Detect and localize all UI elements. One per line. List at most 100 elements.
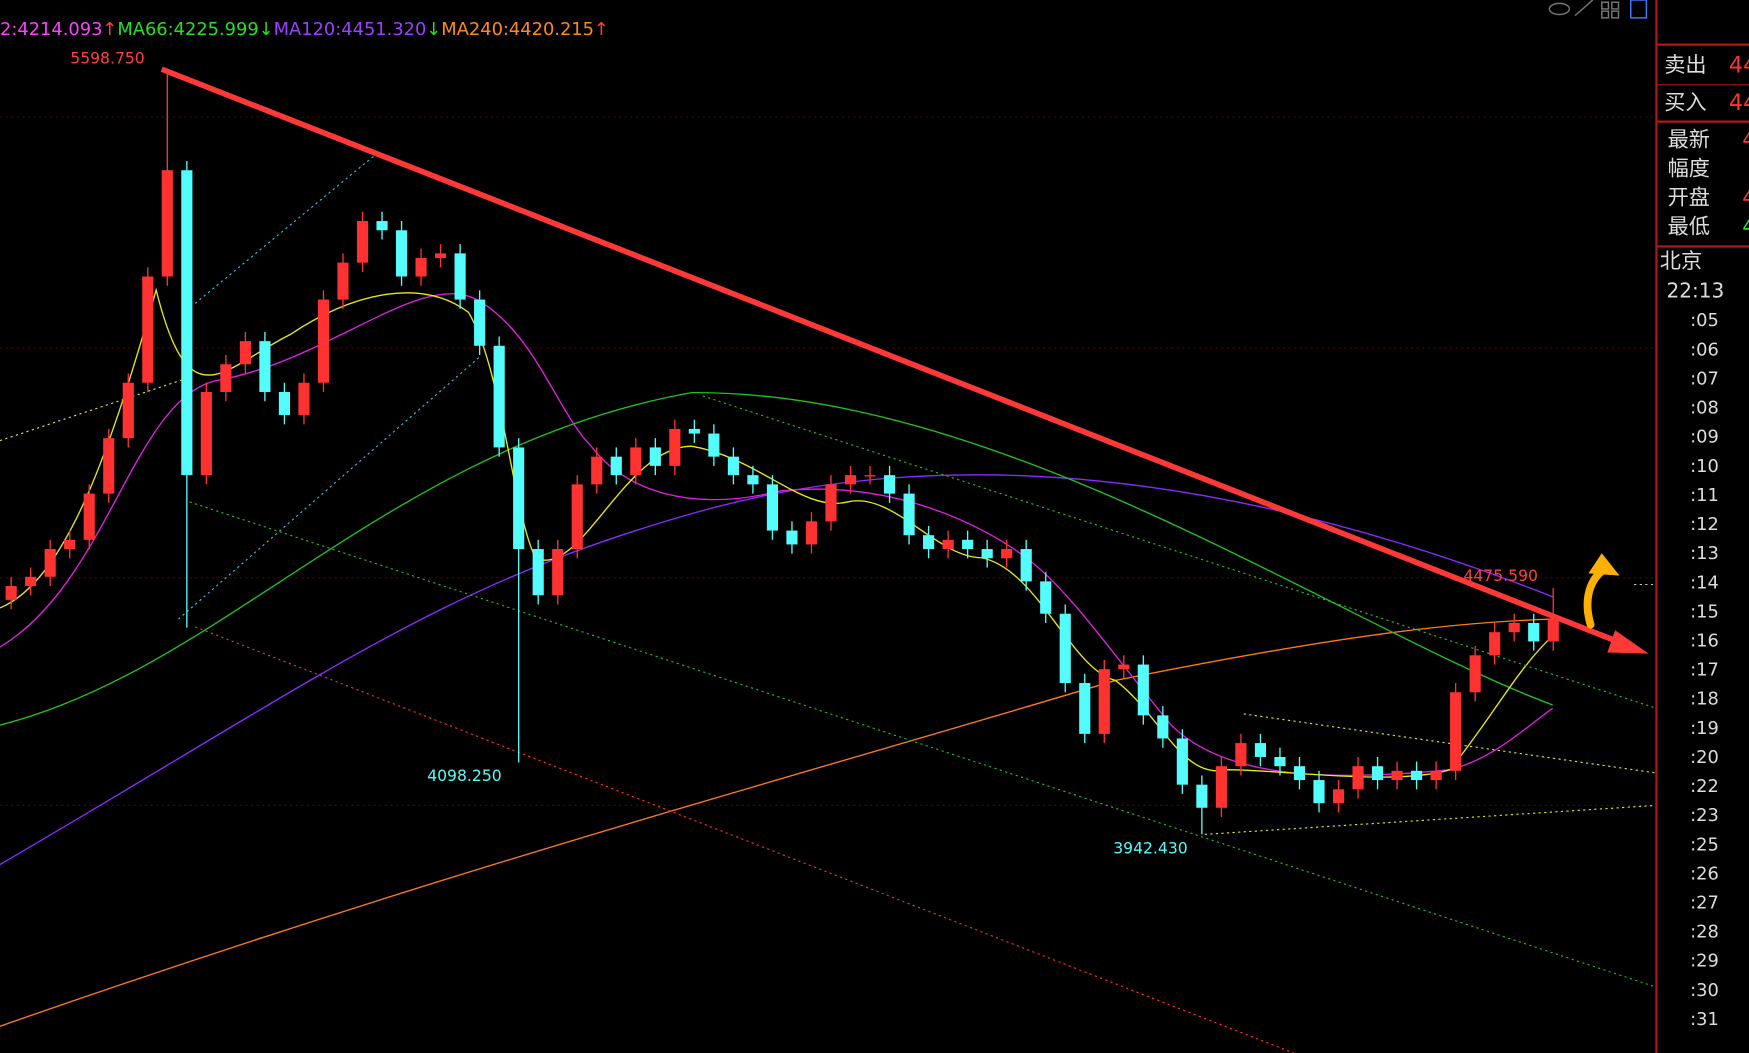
candle-body [1098, 669, 1110, 734]
grid-icon [1611, 1, 1620, 10]
time-tick: :11 [1690, 485, 1719, 506]
downtrend-arrow [160, 66, 1649, 654]
candle-body [1450, 692, 1462, 771]
ma-legend-value: 2:4214.093 [0, 19, 102, 40]
arrow-head [1588, 553, 1620, 576]
candle-body [630, 447, 642, 476]
candle-body [825, 484, 837, 522]
candle-body [766, 484, 779, 531]
candle-body [239, 341, 251, 365]
stat-value: 4 [1742, 214, 1749, 239]
panel-icon[interactable] [1630, 0, 1648, 19]
time-tick: :07 [1690, 368, 1719, 389]
candle-body [727, 456, 739, 476]
time-tick: :27 [1690, 893, 1719, 914]
eye-icon [1548, 2, 1571, 16]
candle-body [513, 447, 525, 550]
candle-body [356, 221, 369, 263]
candle-body [395, 230, 408, 277]
time-tick: :12 [1690, 514, 1719, 535]
candle-body [571, 484, 583, 550]
candle-body [298, 382, 310, 416]
candle-body [376, 221, 388, 231]
candle-body [669, 428, 681, 466]
timezone: 北京 [1660, 248, 1702, 273]
candle-body [25, 576, 37, 587]
candle-body [942, 539, 954, 550]
ma-legend-arrow: ↑ [594, 19, 609, 40]
candle-body [1001, 549, 1013, 559]
time-tick: :05 [1690, 310, 1719, 331]
arrow-shaft [1583, 567, 1606, 629]
candle-body [1528, 622, 1540, 642]
ma-legend-arrow: ↓ [259, 19, 274, 40]
candle-body [747, 475, 759, 485]
candle-body [278, 391, 291, 416]
candle-body [1332, 789, 1345, 804]
candle-body [1157, 715, 1169, 739]
candle-body [1508, 622, 1520, 633]
ma-legend-value: MA66:4225.999 [117, 19, 258, 40]
grid-icon [1601, 1, 1610, 10]
channel-line [194, 626, 1295, 1053]
ma-legend-arrow: ↓ [426, 19, 441, 40]
candle-body [805, 521, 818, 545]
time-tick: :28 [1690, 922, 1719, 943]
time-tick: :25 [1690, 834, 1719, 855]
candle-body [1489, 632, 1501, 656]
quote-label: 买入 [1664, 90, 1706, 115]
stat-label: 最新 [1668, 127, 1710, 152]
candle-body [1176, 738, 1188, 785]
candle-body [1215, 766, 1227, 808]
ma-legend-arrow: ↑ [102, 19, 117, 40]
candle-body [317, 299, 330, 383]
candle-body [415, 257, 427, 277]
candle-body [1196, 784, 1208, 808]
candle-body [1547, 618, 1559, 642]
stat-label: 幅度 [1668, 156, 1710, 181]
candle-body [981, 549, 993, 559]
time-tick: :15 [1690, 601, 1719, 622]
candle-body [493, 345, 505, 448]
candle-body [1469, 655, 1481, 693]
stat-value: 4 [1742, 185, 1749, 210]
ma-legend: 2:4214.093↑MA66:4225.999↓MA120:4451.320↓… [0, 19, 609, 40]
candle-body [1254, 743, 1267, 757]
candle-body [181, 170, 193, 476]
candle-body [220, 364, 232, 392]
candles [5, 69, 1559, 835]
candle-body [844, 475, 857, 485]
time-tick: :18 [1690, 689, 1719, 710]
candle-body [1235, 743, 1247, 767]
candle-body [1040, 581, 1052, 614]
time-tick: :30 [1690, 980, 1719, 1001]
candle-body [1411, 770, 1423, 781]
candle-body [1020, 549, 1032, 582]
high-annotation: 5598.750 [70, 50, 144, 68]
candle-body [103, 438, 115, 494]
candle-body [1371, 766, 1384, 781]
channel-line [189, 501, 1657, 988]
candle-body [1137, 664, 1149, 716]
time-tick: :17 [1690, 660, 1719, 681]
time-tick: :10 [1690, 456, 1719, 477]
pencil-icon [1574, 0, 1594, 17]
candle-body [44, 549, 56, 577]
stat-label: 开盘 [1668, 185, 1710, 210]
candle-body [1274, 756, 1286, 767]
time-tick: :16 [1690, 631, 1719, 652]
time-tick: :31 [1690, 1009, 1719, 1030]
time-tick: :09 [1690, 427, 1719, 448]
arrow-head [1607, 630, 1649, 654]
candle-body [1079, 683, 1091, 734]
ma66-line [0, 391, 1553, 726]
candle-body [591, 456, 603, 485]
time-tick: :13 [1690, 543, 1719, 564]
candle-body [864, 475, 876, 477]
stat-label: 最低 [1668, 214, 1710, 239]
grid-icon [1611, 10, 1620, 19]
candle-body [1059, 613, 1071, 684]
candle-body [1313, 780, 1325, 804]
toolbar-icons [1548, 0, 1648, 19]
